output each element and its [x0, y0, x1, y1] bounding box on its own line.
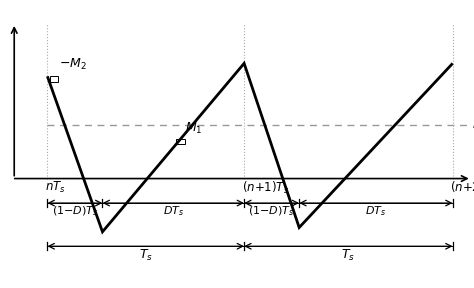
Text: $-M_2$: $-M_2$ [59, 57, 87, 72]
Text: $T_s$: $T_s$ [341, 248, 356, 263]
Text: $DT_s$: $DT_s$ [163, 204, 184, 218]
Text: $nT_s$: $nT_s$ [45, 180, 66, 195]
Bar [50, 76, 58, 82]
Text: $(1{-}D)T_s$: $(1{-}D)T_s$ [52, 204, 98, 218]
Text: $(n{+}1)T_s$: $(n{+}1)T_s$ [242, 180, 289, 196]
Text: $(1{-}D)T_s$: $(1{-}D)T_s$ [248, 204, 295, 218]
Text: $T_s$: $T_s$ [139, 248, 153, 263]
Text: $(n{+}2)T_s$: $(n{+}2)T_s$ [450, 180, 474, 196]
Bar [176, 139, 185, 144]
Text: $DT_s$: $DT_s$ [365, 204, 387, 218]
Text: $M_1$: $M_1$ [185, 121, 203, 136]
Text: $I_{ref}$: $I_{ref}$ [472, 118, 474, 133]
